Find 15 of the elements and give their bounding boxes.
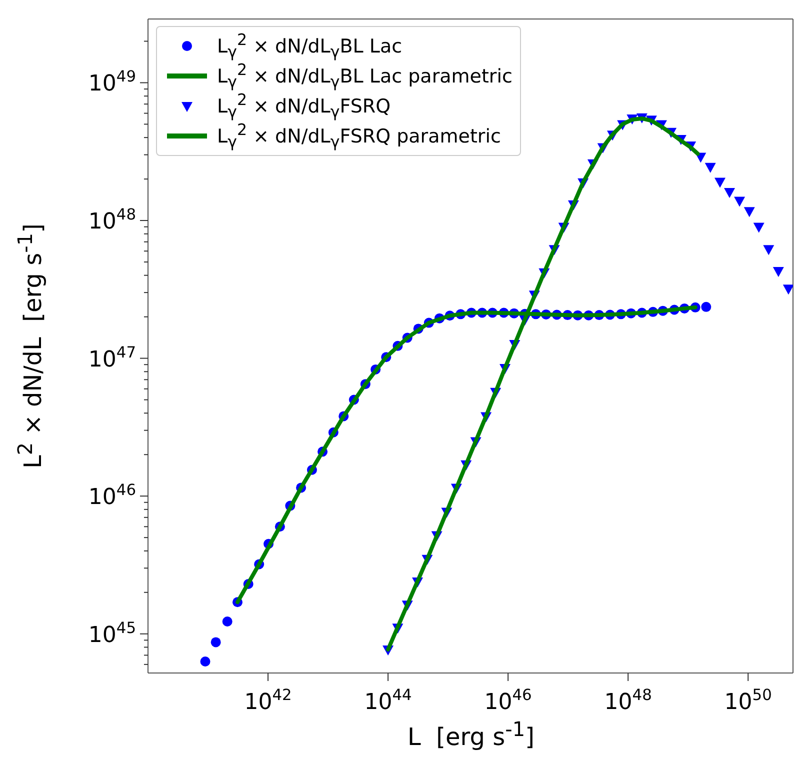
y-tick-label: 10$^{46}$ <box>88 481 136 510</box>
legend-label: L$_{γ}$$^{2}$ × dN/dL$_{γ}$FSRQ parametric <box>217 120 501 152</box>
x-tick-label: 10$^{44}$ <box>364 686 412 715</box>
y-tick-label: 10$^{48}$ <box>88 206 136 234</box>
y-tick-label: 10$^{47}$ <box>88 343 136 372</box>
x-axis-title: L [erg s$^{-1}$] <box>406 717 536 751</box>
x-tick-label: 10$^{48}$ <box>604 686 652 715</box>
x-tick-label: 10$^{46}$ <box>484 686 532 715</box>
legend-label: L$_{γ}$$^{2}$ × dN/dL$_{γ}$BL Lac parametric <box>217 60 512 92</box>
x-tick-label: 10$^{50}$ <box>724 686 772 715</box>
x-tick-label: 10$^{42}$ <box>244 686 292 715</box>
legend-label: L$_{γ}$$^{2}$ × dN/dL$_{γ}$BL Lac <box>217 30 402 62</box>
y-tick-label: 10$^{45}$ <box>88 618 136 648</box>
legend-label: L$_{γ}$$^{2}$ × dN/dL$_{γ}$FSRQ <box>217 90 391 122</box>
y-tick-label: 10$^{49}$ <box>88 68 136 97</box>
